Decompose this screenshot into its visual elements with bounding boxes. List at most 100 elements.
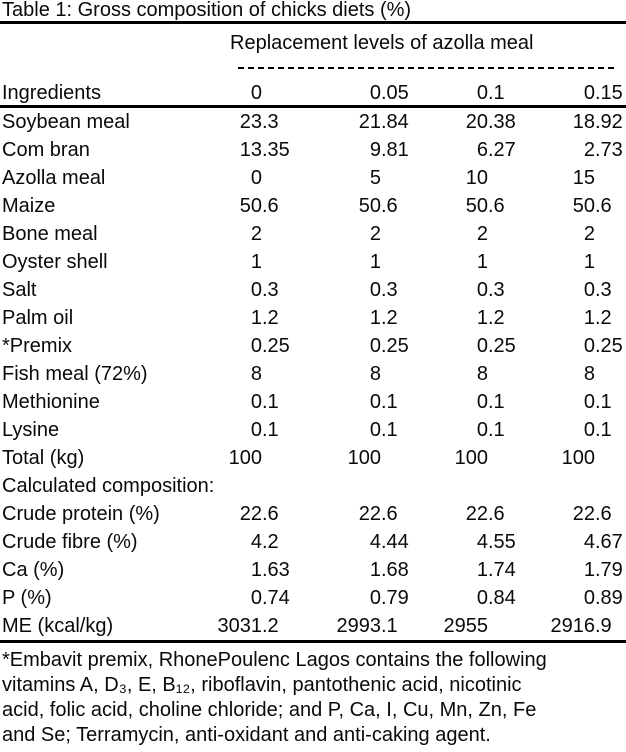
value-cell: 6.27 (476, 139, 516, 161)
value-cell: 0.3 (476, 279, 505, 301)
table-row: Maize 50.6 50.6 50.6 50.6 (0, 192, 626, 220)
value-cell: 2993.1 (336, 615, 398, 637)
table-row: Lysine 0.1 0.1 0.1 0.1 (0, 416, 626, 444)
value-cell: 8 (583, 363, 595, 385)
value-cell: 2 (583, 223, 595, 245)
ingredient-cell: Total (kg) (2, 447, 85, 469)
value-cell: 1 (583, 251, 595, 273)
ingredient-cell: Bone meal (2, 223, 98, 245)
bottom-rule (0, 640, 626, 643)
table-row: Palm oil 1.2 1.2 1.2 1.2 (0, 304, 626, 332)
table-row: Salt 0.3 0.3 0.3 0.3 (0, 276, 626, 304)
value-cell: 2916.9 (550, 615, 612, 637)
value-cell: 0.1 (476, 391, 505, 413)
value-cell: 22.6 (465, 503, 505, 525)
table-row: Com bran 13.35 9.81 6.27 2.73 (0, 136, 626, 164)
value-cell: 0.25 (369, 335, 409, 357)
value-cell: 10 (465, 167, 488, 189)
ingredient-cell: *Premix (2, 335, 73, 357)
value-cell: 0.25 (583, 335, 623, 357)
value-cell: 9.81 (369, 139, 409, 161)
value-cell: 1.2 (476, 307, 505, 329)
value-cell: 4.2 (250, 531, 279, 553)
value-cell: 8 (250, 363, 262, 385)
ingredient-cell: Crude fibre (%) (2, 531, 138, 553)
value-cell: 1 (250, 251, 262, 273)
value-cell: 0.3 (250, 279, 279, 301)
value-cell: 3031.2 (217, 615, 279, 637)
value-cell: 100 (347, 447, 381, 469)
value-cell: 8 (476, 363, 488, 385)
table-row: *Premix 0.25 0.25 0.25 0.25 (0, 332, 626, 360)
ingredient-cell: Ca (%) (2, 559, 65, 581)
column-header-row: Ingredients 0 0.05 0.1 0.15 (0, 83, 626, 104)
ingredient-cell: Salt (2, 279, 37, 301)
value-cell: 1 (476, 251, 488, 273)
table-row: Methionine 0.1 0.1 0.1 0.1 (0, 388, 626, 416)
table-row: ME (kcal/kg) 3031.2 2993.1 2955 2916.9 (0, 612, 626, 640)
value-cell: 1.63 (250, 559, 290, 581)
value-cell: 0.1 (250, 419, 279, 441)
value-cell: 4.44 (369, 531, 409, 553)
value-cell: 0.84 (476, 587, 516, 609)
value-cell: 100 (561, 447, 595, 469)
value-cell: 50.6 (572, 195, 612, 217)
ingredient-cell: P (%) (2, 587, 52, 609)
value-cell: 4.55 (476, 531, 516, 553)
value-cell: 1.2 (250, 307, 279, 329)
value-cell: 1.68 (369, 559, 409, 581)
value-cell: 22.6 (239, 503, 279, 525)
value-cell: 0.79 (369, 587, 409, 609)
footnote-line: vitamins A, D₃, E, B₁₂, riboflavin, pant… (2, 674, 522, 696)
value-cell: 2.73 (583, 139, 623, 161)
diet-table-body: Soybean meal 23.3 21.84 20.38 18.92 Com bran 1… (0, 108, 626, 640)
table-row: Crude fibre (%) 4.2 4.44 4.55 4.67 (0, 528, 626, 556)
value-cell: 4.67 (583, 531, 623, 553)
value-cell: 1 (369, 251, 381, 273)
footnote-line: *Embavit premix, RhonePoulenc Lagos cont… (2, 649, 547, 671)
table-caption: Table 1: Gross composition of chicks die… (2, 0, 412, 21)
value-cell: 23.3 (239, 111, 279, 133)
value-cell: 2 (250, 223, 262, 245)
footnote: *Embavit premix, RhonePoulenc Lagos cont… (0, 648, 626, 748)
ingredient-cell: Fish meal (72%) (2, 363, 148, 385)
value-cell: 1.2 (369, 307, 398, 329)
ingredient-cell: Lysine (2, 419, 60, 441)
value-cell: 50.6 (358, 195, 398, 217)
top-rule (0, 21, 626, 24)
value-cell: 21.84 (358, 111, 409, 133)
ingredient-cell: ME (kcal/kg) (2, 615, 114, 637)
dashed-rule (238, 67, 617, 69)
value-cell: 50.6 (239, 195, 279, 217)
value-cell: 18.92 (572, 111, 623, 133)
value-cell: 100 (228, 447, 262, 469)
table-row: Fish meal (72%) 8 8 8 8 (0, 360, 626, 388)
table-row: Total (kg) 100 100 100 100 (0, 444, 626, 472)
footnote-line: acid, folic acid, choline chloride; and … (2, 699, 537, 721)
value-cell: 0.25 (250, 335, 290, 357)
value-cell: 2955 (443, 615, 489, 637)
header-rule (0, 105, 626, 108)
value-cell: 0.1 (583, 391, 612, 413)
value-cell: 20.38 (465, 111, 516, 133)
ingredient-cell: Methionine (2, 391, 100, 413)
value-cell: 0.3 (583, 279, 612, 301)
value-cell: 0 (250, 82, 262, 104)
value-cell: 0.05 (369, 82, 409, 104)
ingredient-cell: Oyster shell (2, 251, 108, 273)
value-cell: 0.1 (476, 82, 505, 104)
table-row: P (%) 0.74 0.79 0.84 0.89 (0, 584, 626, 612)
ingredient-cell: Maize (2, 195, 56, 217)
value-cell: 13.35 (239, 139, 290, 161)
value-cell: 22.6 (358, 503, 398, 525)
value-cell: 0.74 (250, 587, 290, 609)
ingredient-cell: Palm oil (2, 307, 74, 329)
column-group-header: Replacement levels of azolla meal (230, 32, 534, 54)
value-cell: 100 (454, 447, 488, 469)
value-cell: 5 (369, 167, 381, 189)
value-cell: 0.1 (369, 419, 398, 441)
table-row: Calculated composition: (0, 472, 626, 500)
value-cell: 0.25 (476, 335, 516, 357)
value-cell: 1.79 (583, 559, 623, 581)
